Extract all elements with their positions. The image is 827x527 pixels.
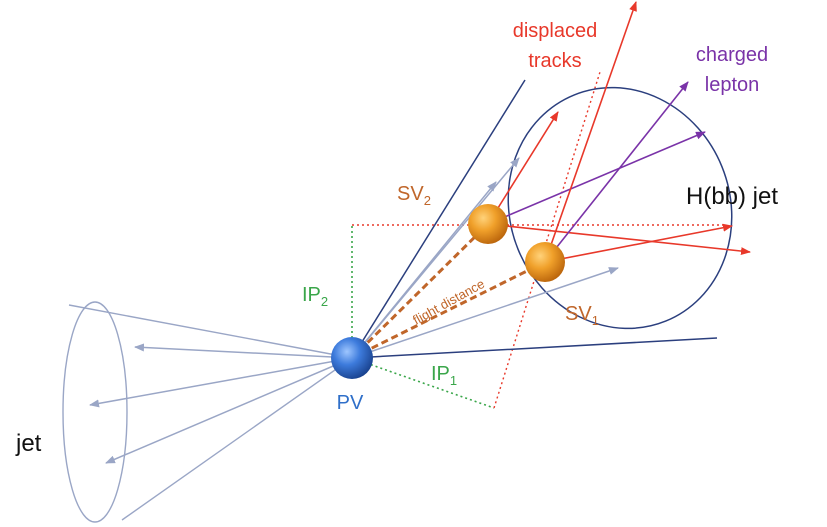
displaced-tracks-label-line2: tracks [528, 50, 581, 72]
displaced-track [487, 223, 751, 256]
charged-lepton-label-line2: lepton [705, 74, 760, 96]
lepton-track [544, 81, 689, 263]
primary-vertex [331, 337, 373, 379]
displaced-track [544, 1, 637, 263]
displaced-track [487, 111, 559, 225]
sv1-label-subscript: 1 [592, 313, 599, 328]
ip1-label-text: IP [431, 363, 450, 385]
displaced-tracks-label-line1: displaced [513, 20, 598, 42]
sv1-tracks [544, 1, 733, 263]
sv1-projection-line [493, 71, 601, 409]
impact-parameters [351, 71, 727, 409]
left-jet-track [134, 343, 353, 359]
flight-distance-sv1 [351, 260, 546, 360]
secondary-vertex-2 [468, 204, 508, 244]
sv1-label-text: SV [565, 303, 592, 325]
pv-label: PV [337, 392, 364, 414]
hbb-jet-cone [351, 79, 733, 359]
displaced-track [544, 223, 733, 263]
left-jet-track [89, 357, 353, 408]
flight-distance-sv2 [350, 222, 490, 360]
hbb-jet-label: H(bb) jet [686, 183, 778, 210]
hbb-jet-track [351, 181, 497, 359]
secondary-vertex-1 [525, 242, 565, 282]
hbb-cone-edge-bottom [351, 337, 718, 359]
ip2-label: IP2 [302, 284, 328, 309]
left-cone-base [62, 301, 128, 523]
sv1-label: SV1 [565, 303, 599, 328]
sv2-label: SV2 [397, 183, 431, 208]
flight-distances [350, 222, 546, 360]
left-cone-edge-top [68, 304, 353, 359]
left-cone-edge-bottom [121, 357, 353, 521]
ip1-line [351, 357, 495, 409]
jet-label: jet [15, 430, 42, 457]
hbb-cone-base [507, 86, 733, 330]
sv2-label-text: SV [397, 183, 424, 205]
charged-lepton-label-line1: charged [696, 44, 768, 66]
sv2-tracks [487, 111, 751, 256]
ip1-label-subscript: 1 [450, 373, 457, 388]
flight-distance-label: flight distance [410, 276, 487, 328]
hbb-cone-edge-top [351, 79, 526, 359]
ip1-label: IP1 [431, 363, 457, 388]
ip2-label-text: IP [302, 284, 321, 306]
left-jet-cone [62, 301, 353, 523]
left-jet-track [105, 357, 353, 464]
lepton-track [487, 131, 706, 225]
ip2-label-subscript: 2 [321, 294, 328, 309]
hbb-jet-track [351, 267, 619, 359]
sv2-label-subscript: 2 [424, 193, 431, 208]
